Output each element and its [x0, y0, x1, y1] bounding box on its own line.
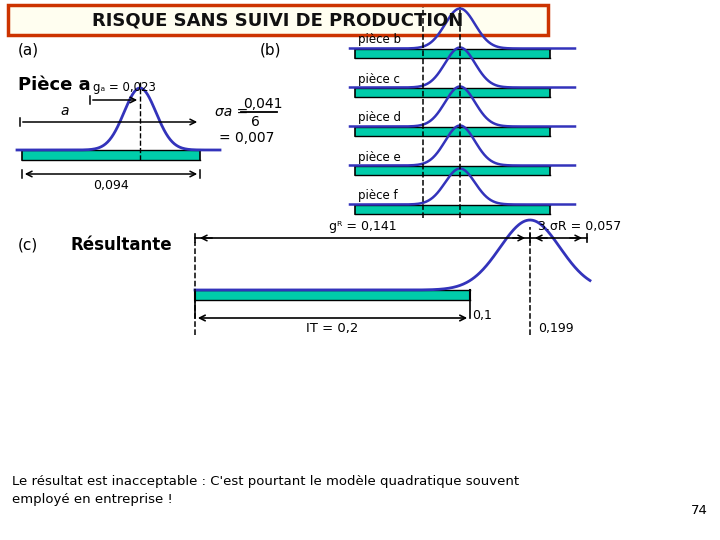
Text: employé en entreprise !: employé en entreprise ! [12, 494, 173, 507]
Text: a: a [60, 104, 69, 118]
Text: 0,1: 0,1 [472, 309, 492, 322]
Text: 0,199: 0,199 [538, 322, 574, 335]
Text: pièce c: pièce c [358, 72, 400, 85]
Text: 3.σR = 0,057: 3.σR = 0,057 [538, 220, 621, 233]
Text: σa =: σa = [215, 105, 248, 119]
Text: Pièce a: Pièce a [18, 76, 91, 94]
Text: pièce b: pièce b [358, 33, 401, 46]
Text: 0,041: 0,041 [243, 97, 282, 111]
Text: pièce d: pièce d [358, 111, 401, 125]
Text: pièce f: pièce f [358, 190, 397, 202]
Text: pièce e: pièce e [358, 151, 401, 164]
Text: 0,094: 0,094 [93, 179, 129, 192]
Text: gₐ = 0,023: gₐ = 0,023 [93, 81, 156, 94]
Text: gᴿ = 0,141: gᴿ = 0,141 [329, 220, 396, 233]
Bar [355, 49, 550, 57]
Text: Résultante: Résultante [70, 236, 171, 254]
Text: Le résultat est inacceptable : C'est pourtant le modèle quadratique souvent: Le résultat est inacceptable : C'est pou… [12, 476, 519, 489]
Text: IT = 0,2: IT = 0,2 [306, 322, 359, 335]
Bar [355, 165, 550, 174]
Text: RISQUE SANS SUIVI DE PRODUCTION: RISQUE SANS SUIVI DE PRODUCTION [92, 11, 464, 29]
Text: (c): (c) [18, 238, 38, 253]
Text: 74: 74 [691, 503, 708, 516]
Bar [355, 126, 550, 136]
Text: 6: 6 [251, 115, 260, 129]
Bar [8, 5, 548, 35]
Text: (b): (b) [260, 43, 282, 57]
Text: = 0,007: = 0,007 [219, 131, 274, 145]
Bar [355, 205, 550, 213]
Bar [355, 87, 550, 97]
Bar [195, 290, 470, 300]
Text: (a): (a) [18, 43, 39, 57]
Bar [22, 150, 200, 160]
